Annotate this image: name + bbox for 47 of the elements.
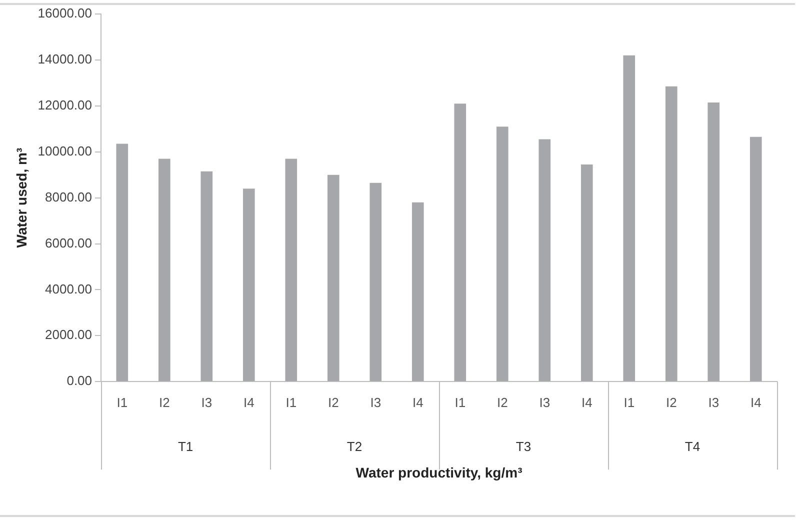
bar (370, 182, 382, 382)
y-tick-label: 16000.00 (38, 6, 92, 21)
x-axis-title: Water productivity, kg/m³ (356, 464, 523, 480)
y-tick-label: 6000.00 (45, 235, 92, 250)
bar (285, 158, 298, 382)
bar (623, 55, 636, 382)
y-tick-label: 2000.00 (45, 327, 92, 342)
x-tick-label: I3 (201, 394, 212, 410)
x-tick-label: I2 (158, 394, 170, 410)
bar (496, 126, 508, 382)
y-tick-label: 4000.00 (45, 281, 92, 296)
text: T4 (684, 439, 700, 454)
x-tick-label: I4 (750, 394, 762, 410)
x-tick-label: I1 (454, 394, 466, 410)
x-tick-label: I4 (412, 394, 424, 410)
y-tick-label: 0.00 (66, 373, 92, 388)
y-tick-label: 12000.00 (38, 97, 92, 112)
x-tick-label: I1 (286, 394, 297, 410)
x-tick-label: I1 (116, 394, 128, 410)
y-tick-label: 14000.00 (38, 52, 92, 67)
bar (454, 104, 466, 382)
x-tick-label: I3 (539, 394, 550, 410)
x-tick-label: I4 (243, 394, 254, 410)
text: T2 (346, 439, 362, 454)
bar (538, 139, 551, 382)
text: T1 (178, 439, 194, 454)
x-tick-label: I3 (370, 394, 382, 410)
bar (665, 86, 678, 382)
bar (708, 102, 720, 382)
x-tick-label: I2 (666, 394, 677, 410)
x-tick-label: I3 (708, 394, 720, 410)
bar (116, 144, 128, 382)
bar (158, 158, 170, 382)
x-tick-label: I2 (496, 394, 508, 410)
x-tick-label: I1 (624, 394, 635, 410)
text: T3 (516, 439, 532, 454)
bar (327, 174, 340, 382)
x-tick-label: I4 (581, 394, 592, 410)
y-tick-label: 10000.00 (38, 143, 92, 158)
bar (242, 188, 255, 382)
y-tick-label: 8000.00 (45, 189, 92, 204)
bar (412, 202, 424, 382)
y-axis-title: Water used, m³ (13, 148, 30, 248)
x-tick-label: I2 (328, 394, 339, 410)
bar (200, 171, 213, 382)
bar (580, 164, 593, 382)
bar (750, 136, 762, 382)
